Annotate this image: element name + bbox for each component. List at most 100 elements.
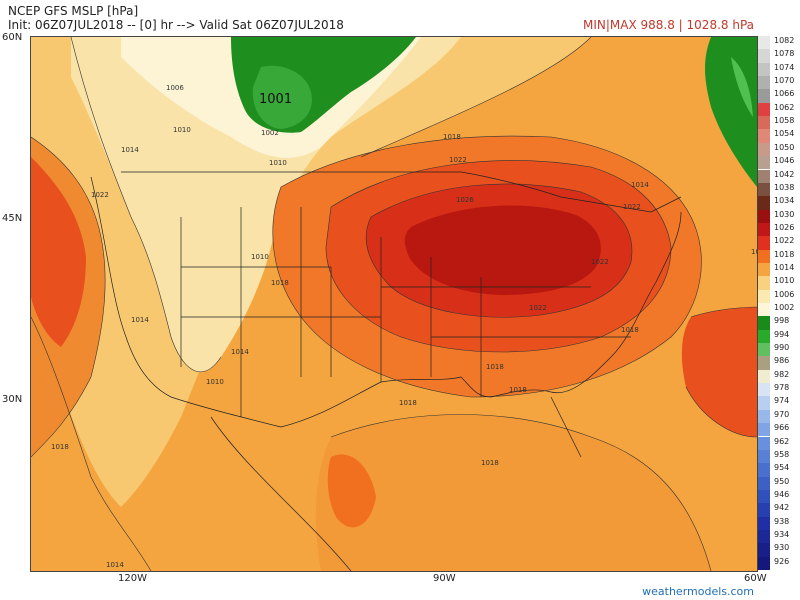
colorbar-level: 986 <box>756 356 800 370</box>
lon-label-60w: 60W <box>744 573 767 584</box>
colorbar-label: 962 <box>774 436 790 446</box>
low-pressure-atlantic <box>705 37 757 187</box>
colorbar-label: 1030 <box>774 209 795 219</box>
colorbar-level: 998 <box>756 316 800 330</box>
colorbar-label: 1026 <box>774 222 795 232</box>
colorbar-level: 1050 <box>756 142 800 157</box>
lon-label-90w: 90W <box>433 573 456 584</box>
colorbar-level: 942 <box>756 503 800 517</box>
colorbar-level: 1042 <box>756 169 800 183</box>
colorbar-swatch <box>758 369 770 384</box>
pressure-map-svg: 1001 1010 1006 1014 1018 1022 1026 1002 … <box>31 37 757 571</box>
colorbar-swatch <box>758 169 770 183</box>
colorbar-level: 966 <box>756 423 800 437</box>
colorbar-level: 926 <box>756 556 800 570</box>
colorbar-label: 1054 <box>774 129 795 139</box>
isobar-label: 1022 <box>591 258 609 266</box>
colorbar-swatch <box>758 262 770 277</box>
isobar-label: 1014 <box>631 181 649 189</box>
colorbar-level: 1066 <box>756 89 800 103</box>
colorbar-level: 1022 <box>756 236 800 250</box>
pressure-colorbar: 1082 1078 1074 1070 1066 1062 1058 1054 1050 1046… <box>756 36 800 570</box>
isobar-label: 1014 <box>121 146 139 154</box>
colorbar-label: 982 <box>774 369 790 379</box>
isobar-label: 1018 <box>509 386 527 394</box>
colorbar-level: 1038 <box>756 182 800 197</box>
colorbar-swatch <box>758 516 770 530</box>
isobar-label: 1010 <box>269 159 287 167</box>
colorbar-swatch <box>758 89 770 103</box>
colorbar-level: 1070 <box>756 76 800 90</box>
colorbar-label: 1022 <box>774 236 795 246</box>
isobar-label: 1018 <box>621 326 639 334</box>
colorbar-swatch <box>758 222 770 237</box>
isobar-label: 1014 <box>231 348 249 356</box>
colorbar-level: 1074 <box>756 62 800 77</box>
colorbar-swatch <box>758 182 770 197</box>
colorbar-label: 938 <box>774 516 790 526</box>
colorbar-swatch <box>758 449 770 464</box>
colorbar-label: 1010 <box>774 276 795 286</box>
low-pressure-core <box>252 65 312 129</box>
boundary-lines <box>90 171 682 571</box>
colorbar-swatch <box>758 489 770 504</box>
colorbar-label: 966 <box>774 423 790 433</box>
isobar-label: 1014 <box>751 248 757 256</box>
isobar-label: 1010 <box>251 253 269 261</box>
colorbar-level: 946 <box>756 489 800 504</box>
colorbar-swatch <box>758 209 770 223</box>
colorbar-label: 990 <box>774 343 790 353</box>
colorbar-level: 1082 <box>756 36 800 50</box>
colorbar-swatch <box>758 329 770 344</box>
colorbar-level: 970 <box>756 409 800 424</box>
colorbar-label: 1058 <box>774 116 795 126</box>
lat-label-30n: 30N <box>2 394 23 405</box>
colorbar-swatch <box>758 543 770 557</box>
central-america-field <box>327 454 376 528</box>
colorbar-level: 1006 <box>756 289 800 303</box>
colorbar-label: 1082 <box>774 36 795 45</box>
colorbar-swatch <box>758 142 770 157</box>
low-center-label: 1001 <box>259 92 292 107</box>
colorbar-swatch <box>758 316 770 330</box>
colorbar-level: 1078 <box>756 49 800 63</box>
colorbar-swatch <box>758 356 770 370</box>
colorbar-swatch <box>758 476 770 490</box>
pressure-map[interactable]: 1001 1010 1006 1014 1018 1022 1026 1002 … <box>30 36 758 572</box>
colorbar-swatch <box>758 249 770 263</box>
colorbar-label: 1074 <box>774 62 795 72</box>
colorbar-swatch <box>758 236 770 250</box>
colorbar-level: 994 <box>756 329 800 344</box>
lat-label-45n: 45N <box>2 213 23 224</box>
colorbar-level: 950 <box>756 476 800 490</box>
colorbar-level: 938 <box>756 516 800 530</box>
colorbar-swatch <box>758 503 770 517</box>
colorbar-swatch <box>758 423 770 437</box>
colorbar-swatch <box>758 289 770 303</box>
colorbar-swatch <box>758 396 770 410</box>
colorbar-label: 994 <box>774 329 790 339</box>
credit-label[interactable]: weathermodels.com <box>642 585 754 598</box>
colorbar-label: 986 <box>774 356 790 366</box>
colorbar-swatch <box>758 102 770 117</box>
isobar-label: 1018 <box>481 459 499 467</box>
colorbar-level: 962 <box>756 436 800 450</box>
low-pressure-atlantic-core <box>731 57 753 117</box>
colorbar-level: 1002 <box>756 303 800 317</box>
colorbar-label: 954 <box>774 463 790 473</box>
isobar-label: 1022 <box>449 156 467 164</box>
colorbar-level: 930 <box>756 543 800 557</box>
colorbar-swatch <box>758 383 770 397</box>
colorbar-label: 1062 <box>774 102 795 112</box>
colorbar-level: 954 <box>756 463 800 477</box>
colorbar-swatch <box>758 196 770 210</box>
colorbar-swatch <box>758 556 770 570</box>
colorbar-swatch <box>758 36 770 50</box>
colorbar-label: 1014 <box>774 262 795 272</box>
colorbar-label: 970 <box>774 409 790 419</box>
isobar-label: 1006 <box>166 84 184 92</box>
colorbar-label: 926 <box>774 556 790 566</box>
colorbar-level: 1054 <box>756 129 800 143</box>
colorbar-level: 974 <box>756 396 800 410</box>
isobar-label: 1022 <box>529 304 547 312</box>
